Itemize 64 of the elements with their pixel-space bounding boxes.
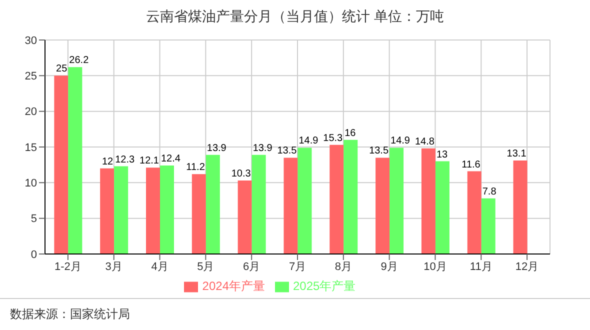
bar — [330, 144, 344, 254]
bar — [344, 140, 358, 254]
data-label: 13 — [436, 149, 448, 160]
y-tick-label: 15 — [24, 142, 37, 154]
x-tick-label: 8月 — [334, 260, 352, 273]
bar — [298, 148, 312, 254]
x-tick-label: 9月 — [380, 260, 398, 273]
data-label: 13.1 — [506, 148, 527, 160]
data-label: 12.3 — [115, 154, 135, 166]
x-tick-label: 10月 — [424, 260, 447, 273]
bar — [160, 166, 174, 254]
y-tick-label: 20 — [24, 106, 37, 118]
x-tick-label: 6月 — [243, 260, 260, 273]
bar — [435, 161, 450, 254]
data-label: 13.9 — [252, 142, 273, 154]
bar — [114, 166, 128, 254]
bar — [192, 174, 206, 254]
data-label: 26.2 — [69, 55, 90, 66]
data-label: 7.8 — [482, 186, 497, 198]
data-label: 13.5 — [277, 146, 298, 157]
data-label: 11.2 — [186, 162, 206, 174]
bar — [467, 171, 482, 254]
legend-label: 2024年产量 — [202, 279, 265, 293]
data-label: 13.9 — [206, 142, 227, 154]
bar — [376, 158, 390, 254]
bar — [390, 148, 404, 254]
bar — [54, 76, 68, 254]
data-label: 16 — [344, 128, 356, 139]
y-tick-label: 30 — [24, 34, 37, 47]
x-tick-label: 5月 — [197, 260, 214, 273]
y-tick-label: 25 — [24, 70, 37, 83]
bar — [252, 154, 266, 254]
bar — [481, 198, 496, 254]
bar — [238, 180, 252, 254]
bar — [146, 168, 160, 254]
chart-title: 云南省煤油产量分月（当月值）统计 单位：万吨 — [145, 8, 445, 26]
x-tick-label: 3月 — [105, 260, 122, 273]
y-tick-label: 5 — [30, 213, 37, 226]
source-note: 数据来源：国家统计局 — [10, 306, 130, 323]
bar — [284, 158, 298, 254]
bar — [68, 67, 82, 254]
data-label: 13.5 — [369, 146, 389, 157]
data-label: 14.9 — [390, 136, 410, 147]
data-label: 10.3 — [231, 168, 252, 180]
data-label: 12.1 — [140, 156, 160, 167]
bar — [100, 168, 114, 254]
legend-label: 2025年产量 — [293, 279, 356, 293]
x-tick-label: 11月 — [470, 260, 492, 273]
data-label: 14.9 — [298, 136, 319, 147]
x-tick-label: 1-2月 — [54, 260, 82, 273]
y-tick-label: 0 — [30, 248, 37, 261]
data-label: 11.6 — [462, 159, 481, 170]
x-tick-label: 7月 — [288, 260, 306, 273]
y-tick-label: 10 — [24, 178, 37, 190]
x-tick-label: 12月 — [515, 260, 539, 273]
bar — [513, 160, 528, 254]
data-label: 25 — [56, 64, 68, 75]
x-tick-label: 4月 — [151, 260, 168, 273]
data-label: 14.8 — [414, 136, 435, 148]
bar — [206, 154, 220, 254]
data-label: 12 — [102, 156, 114, 168]
data-label: 12.4 — [161, 154, 181, 165]
bar — [421, 148, 436, 254]
data-label: 15.3 — [323, 132, 344, 144]
